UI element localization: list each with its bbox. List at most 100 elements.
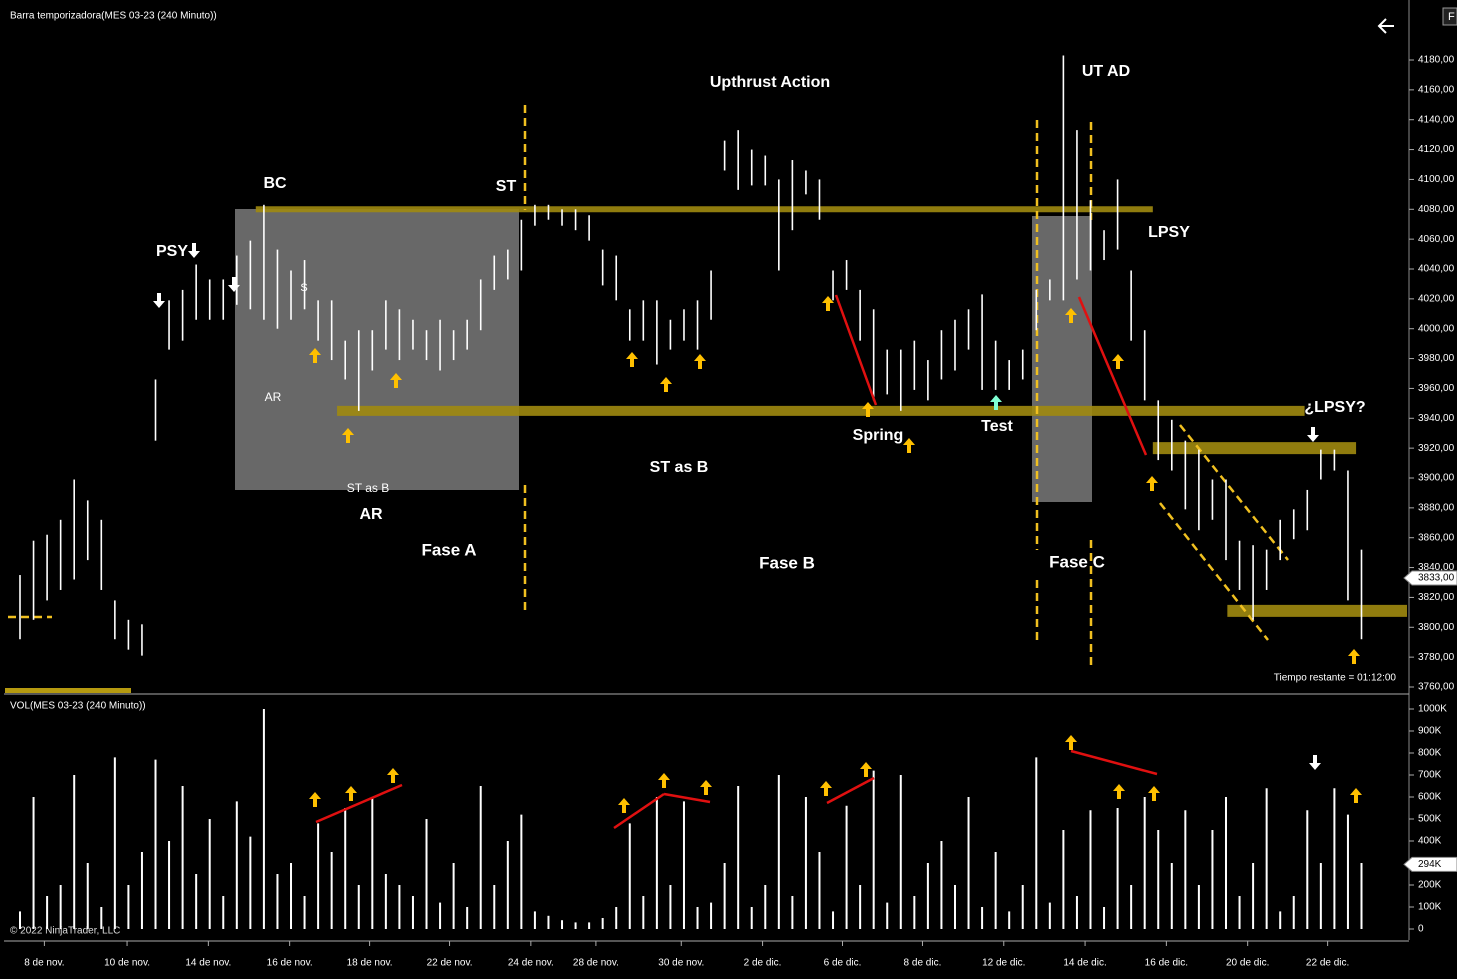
- x-tick-label: 18 de nov.: [347, 958, 393, 969]
- y-tick-label: 3800,00: [1418, 622, 1455, 633]
- x-tick-label: 20 de dic.: [1226, 958, 1269, 969]
- annotation: Fase B: [759, 553, 815, 572]
- back-arrow[interactable]: [1377, 18, 1394, 34]
- arrow: [309, 792, 321, 807]
- arrow: [820, 781, 832, 796]
- arrow: [1148, 786, 1160, 801]
- arrow: [658, 773, 670, 788]
- last-value-label: 3833,00: [1418, 573, 1455, 584]
- y-tick-label: 4040,00: [1418, 264, 1455, 275]
- trend-line: [663, 792, 711, 804]
- toolbar-button-label[interactable]: F: [1448, 11, 1455, 23]
- time-remaining: Tiempo restante = 01:12:00: [1274, 673, 1397, 684]
- last-value-marker: [1403, 570, 1457, 586]
- arrow: [188, 243, 200, 258]
- arrow: [862, 402, 874, 417]
- x-tick-label: 12 de dic.: [982, 958, 1025, 969]
- x-tick-label: 14 de dic.: [1063, 958, 1106, 969]
- arrow: [1348, 649, 1360, 664]
- y-tick-label: 100K: [1418, 902, 1442, 913]
- annotation: ST: [496, 178, 517, 195]
- last-value-marker: [1403, 856, 1457, 872]
- y-tick-label: 500K: [1418, 814, 1442, 825]
- arrow: [1350, 788, 1362, 803]
- arrow: [694, 354, 706, 369]
- arrow: [1065, 735, 1077, 750]
- annotation: ¿LPSY?: [1304, 399, 1365, 416]
- trend-line: [613, 792, 665, 830]
- price-title: Barra temporizadora(MES 03-23 (240 Minut…: [10, 11, 217, 22]
- annotation: PSY: [156, 243, 188, 260]
- arrow: [626, 352, 638, 367]
- x-tick-label: 14 de nov.: [185, 958, 231, 969]
- y-tick-label: 4140,00: [1418, 114, 1455, 125]
- x-tick-label: 16 de nov.: [267, 958, 313, 969]
- arrow: [903, 438, 915, 453]
- y-tick-label: 3960,00: [1418, 383, 1455, 394]
- copyright: © 2022 NinjaTrader, LLC: [10, 926, 120, 937]
- y-tick-label: 4160,00: [1418, 84, 1455, 95]
- annotation: Fase A: [421, 540, 476, 559]
- x-tick-label: 28 de nov.: [573, 958, 619, 969]
- trend-line: [834, 294, 878, 406]
- y-tick-label: 700K: [1418, 770, 1442, 781]
- x-tick-label: 24 de nov.: [508, 958, 554, 969]
- phase-box: [235, 209, 519, 490]
- y-tick-label: 4060,00: [1418, 234, 1455, 245]
- arrow: [1309, 755, 1321, 770]
- y-tick-label: 600K: [1418, 792, 1442, 803]
- toolbar-button[interactable]: [1442, 7, 1457, 26]
- y-tick-label: 3840,00: [1418, 562, 1455, 573]
- x-tick-label: 16 de dic.: [1145, 958, 1188, 969]
- arrow: [342, 428, 354, 443]
- annotation: ST as B: [650, 459, 709, 476]
- y-tick-label: 3760,00: [1418, 682, 1455, 693]
- dashed-line: [1179, 424, 1289, 561]
- trend-line: [1070, 749, 1158, 776]
- x-tick-label: 2 de dic.: [744, 958, 782, 969]
- y-tick-label: 800K: [1418, 748, 1442, 759]
- x-tick-label: 22 de nov.: [427, 958, 473, 969]
- y-tick-label: 3900,00: [1418, 473, 1455, 484]
- y-tick-label: 3940,00: [1418, 413, 1455, 424]
- x-tick-label: 30 de nov.: [658, 958, 704, 969]
- annotation: Spring: [853, 427, 904, 444]
- y-tick-label: 900K: [1418, 726, 1442, 737]
- arrow: [860, 762, 872, 777]
- x-tick-label: 8 de nov.: [24, 958, 64, 969]
- arrow: [700, 780, 712, 795]
- y-tick-label: 3820,00: [1418, 592, 1455, 603]
- annotation: Upthrust Action: [710, 74, 830, 91]
- last-value-label: 294K: [1418, 859, 1442, 870]
- y-tick-label: 3860,00: [1418, 532, 1455, 543]
- arrow: [1146, 476, 1158, 491]
- y-tick-label: 4000,00: [1418, 323, 1455, 334]
- arrow: [822, 296, 834, 311]
- y-tick-label: 4100,00: [1418, 174, 1455, 185]
- arrow: [618, 798, 630, 813]
- arrow: [1065, 308, 1077, 323]
- annotation: AR: [359, 506, 383, 523]
- y-tick-label: 4180,00: [1418, 55, 1455, 66]
- arrow: [1113, 784, 1125, 799]
- annotation: Fase C: [1049, 552, 1105, 571]
- y-tick-label: 4080,00: [1418, 204, 1455, 215]
- arrow: [1307, 427, 1319, 442]
- y-tick-label: 1000K: [1418, 704, 1447, 715]
- y-tick-label: 3980,00: [1418, 353, 1455, 364]
- scroll-bar: [5, 688, 131, 693]
- x-tick-label: 10 de nov.: [104, 958, 150, 969]
- arrow: [228, 277, 240, 292]
- annotation: AR: [265, 390, 282, 404]
- y-tick-label: 3920,00: [1418, 443, 1455, 454]
- arrow: [345, 786, 357, 801]
- y-tick-label: 3880,00: [1418, 502, 1455, 513]
- arrow: [660, 377, 672, 392]
- arrow: [1112, 354, 1124, 369]
- trend-line: [826, 776, 875, 805]
- y-tick-label: 4120,00: [1418, 144, 1455, 155]
- x-tick-label: 8 de dic.: [904, 958, 942, 969]
- x-tick-label: 6 de dic.: [824, 958, 862, 969]
